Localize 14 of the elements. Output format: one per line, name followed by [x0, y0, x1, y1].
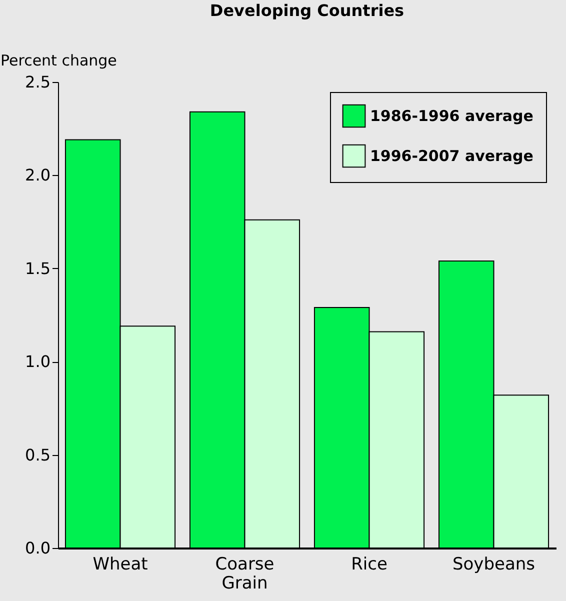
legend-label: 1986-1996 average	[370, 107, 534, 125]
legend-label: 1996-2007 average	[370, 147, 534, 165]
x-tick-label: Wheat	[92, 554, 148, 574]
y-tick-label: 2.0	[25, 166, 50, 185]
y-tick-label: 1.0	[25, 352, 50, 372]
x-tick-label: Coarse Grain	[215, 554, 274, 594]
y-tick-label: 2.5	[25, 72, 50, 92]
y-tick-label: 0.5	[25, 445, 50, 464]
y-axis-title: Percent change	[0, 52, 117, 70]
x-tick-label: Soybeans	[452, 554, 536, 574]
x-tick-label: Rice	[351, 554, 388, 574]
y-tick-label: 0.0	[25, 538, 50, 558]
y-tick-label: 1.5	[25, 258, 50, 278]
chart-title: Developing Countries	[210, 1, 404, 20]
